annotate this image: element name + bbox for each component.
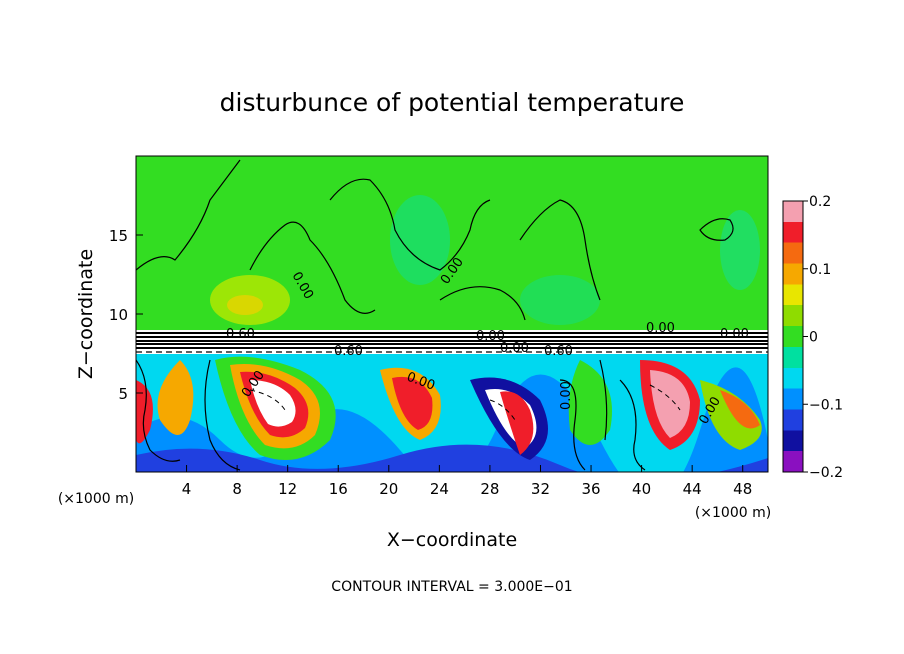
x-unit-right: (×1000 m) [695,505,771,521]
x-tick-label: 16 [329,480,348,498]
contour-dashed [249,384,681,421]
contour-interval-note: CONTOUR INTERVAL = 3.000E−01 [331,579,572,595]
contour-label: 0.60 [226,327,255,342]
plot-area: 0.00 0.00 0.00 0.60 0.60 0.60 0.00 0.00 … [136,156,768,472]
x-unit-left: (×1000 m) [58,491,134,507]
x-tick-label: 28 [480,480,499,498]
cool-patch [520,275,600,325]
x-axis-ticks: 4 8 12 16 20 24 28 32 36 40 44 48 [182,465,752,498]
colorbar-tick-label: −0.2 [809,465,843,481]
y-tick-label: 15 [109,227,128,245]
warm-patch-core [227,295,263,315]
colorbar-tick-label: 0.2 [809,194,831,210]
contour-label: 0.00 [559,381,574,410]
colorbar-tick-label: 0.1 [809,262,831,278]
colorbar-tick-label: −0.1 [809,397,843,413]
x-axis-label: X−coordinate [387,529,517,551]
x-tick-label: 48 [733,480,752,498]
contour-label: 0.00 [476,329,505,344]
y-tick-label: 10 [109,306,128,324]
eddies [136,356,768,472]
contour-label: 0.00 [500,341,529,356]
y-axis-label: Z−coordinate [75,249,97,379]
y-tick-label: 5 [118,385,128,403]
chart-title: disturbunce of potential temperature [220,88,685,117]
x-tick-label: 12 [278,480,297,498]
colorbar-ticks: 0.2 0.1 0 −0.1 −0.2 [803,194,843,481]
y-axis-ticks: 5 10 15 [109,227,143,403]
x-tick-label: 24 [430,480,449,498]
x-tick-label: 20 [379,480,398,498]
x-tick-label: 4 [182,480,192,498]
x-tick-label: 36 [581,480,600,498]
colorbar-tick-label: 0 [809,330,818,346]
colorbar: 0.2 0.1 0 −0.1 −0.2 [782,194,843,481]
cool-patch [390,195,450,285]
inversion-contours [136,332,768,349]
colorbar-bar [782,200,804,473]
contour-label: 0.00 [646,321,675,336]
contour-label: 0.00 [720,327,749,342]
x-tick-label: 44 [683,480,702,498]
contour-lines [136,159,734,471]
x-tick-label: 32 [531,480,550,498]
contour-label: 0.60 [544,344,573,359]
x-tick-label: 40 [632,480,651,498]
cool-patch [720,210,760,290]
contour-label: 0.60 [334,344,363,359]
x-tick-label: 8 [232,480,242,498]
